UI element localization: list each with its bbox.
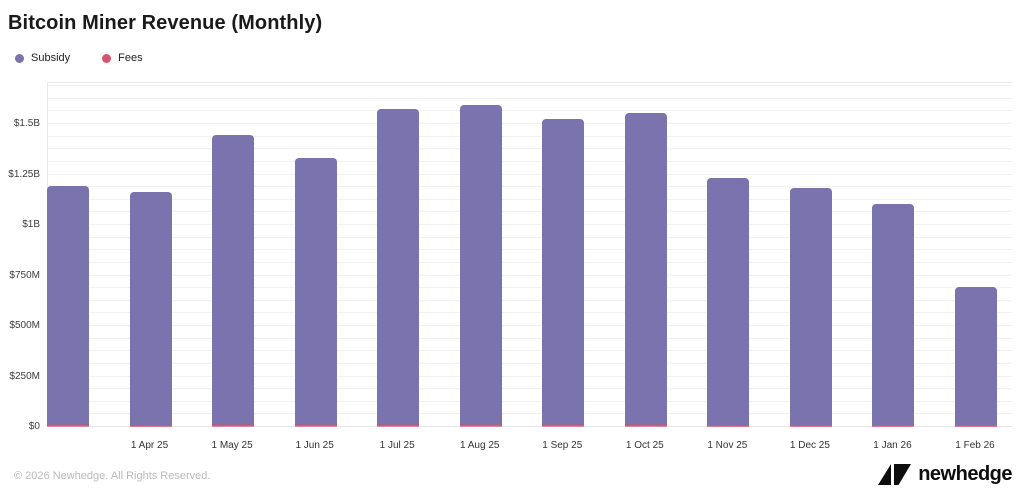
gridline — [48, 312, 1012, 314]
page-title: Bitcoin Miner Revenue (Monthly) — [8, 12, 323, 34]
fees-segment[interactable] — [212, 423, 255, 427]
gridline — [48, 186, 1012, 188]
gridline — [48, 85, 1012, 87]
y-tick-label: $250M — [9, 370, 40, 382]
plot-area — [47, 82, 1012, 427]
gridline — [48, 249, 1012, 251]
legend-label-fees: Fees — [118, 52, 143, 64]
y-tick-label: $750M — [9, 269, 40, 281]
gridline — [48, 350, 1012, 352]
subsidy-segment[interactable] — [872, 204, 915, 425]
x-tick-label: 1 Jun 25 — [295, 440, 334, 451]
legend-item-subsidy[interactable]: Subsidy — [15, 52, 70, 64]
x-tick-label: 1 Dec 25 — [789, 440, 830, 451]
subsidy-segment[interactable] — [624, 112, 667, 424]
subsidy-segment[interactable] — [955, 287, 997, 425]
subsidy-segment[interactable] — [377, 108, 420, 424]
subsidy-segment[interactable] — [129, 192, 172, 425]
baseline — [48, 426, 1012, 427]
fees-segment[interactable] — [707, 424, 750, 427]
bar-1-jan-26[interactable] — [872, 204, 915, 427]
y-tick-label: $500M — [9, 320, 40, 331]
subsidy-segment[interactable] — [294, 157, 337, 425]
gridline — [48, 224, 1012, 225]
gridline — [48, 211, 1012, 213]
gridline — [48, 299, 1012, 301]
fees-segment[interactable] — [955, 424, 997, 427]
gridline — [48, 198, 1012, 200]
x-tick-label: 1 Oct 25 — [625, 440, 664, 451]
fees-segment[interactable] — [872, 424, 915, 427]
gridline — [48, 135, 1012, 137]
x-tick-label: 1 Jan 26 — [873, 440, 912, 451]
fees-segment[interactable] — [377, 423, 420, 427]
bar-1-apr-25[interactable] — [129, 192, 172, 427]
x-tick-label: 1 May 25 — [211, 440, 253, 451]
gridline — [48, 236, 1012, 238]
subsidy-segment[interactable] — [542, 118, 585, 424]
fees-dot-icon — [102, 53, 112, 63]
gridline — [48, 388, 1012, 390]
brand-logo[interactable]: newhedge — [878, 463, 1012, 486]
gridline — [48, 375, 1012, 377]
bar-1-may-25[interactable] — [212, 134, 255, 427]
gridline — [48, 274, 1012, 276]
brand-name: newhedge — [918, 463, 1012, 485]
y-tick-label: $1.5B — [13, 118, 40, 129]
fees-segment[interactable] — [459, 423, 502, 427]
y-tick-label: $0 — [28, 421, 40, 432]
bar-1-feb-26[interactable] — [955, 287, 997, 427]
legend-item-fees[interactable]: Fees — [102, 52, 143, 64]
gridline — [48, 400, 1012, 402]
fees-segment[interactable] — [542, 423, 585, 427]
chart-legend: Subsidy Fees — [15, 52, 143, 64]
subsidy-segment[interactable] — [789, 188, 832, 425]
subsidy-segment[interactable] — [707, 178, 750, 425]
fees-segment[interactable] — [129, 424, 172, 427]
bar-1-dec-25[interactable] — [789, 188, 832, 427]
fees-segment[interactable] — [294, 424, 337, 427]
x-tick-label: 1 Aug 25 — [459, 440, 500, 451]
subsidy-dot-icon — [15, 53, 24, 63]
x-tick-label: 1 Nov 25 — [707, 440, 748, 451]
gridline — [48, 110, 1012, 112]
y-tick-label: $1B — [22, 219, 40, 230]
gridline — [48, 148, 1012, 150]
gridline — [48, 123, 1012, 124]
subsidy-segment[interactable] — [212, 134, 255, 424]
bar-1-nov-25[interactable] — [707, 178, 750, 427]
y-tick-label: $1.25B — [8, 168, 40, 180]
subsidy-segment[interactable] — [459, 104, 502, 424]
gridline — [48, 261, 1012, 263]
x-tick-label: 1 Sep 25 — [542, 440, 583, 451]
subsidy-segment[interactable] — [47, 185, 89, 424]
x-tick-label: 1 Jul 25 — [379, 440, 415, 451]
bar-1-aug-25[interactable] — [459, 104, 502, 427]
copyright-text: © 2026 Newhedge. All Rights Reserved. — [14, 470, 211, 482]
legend-label-subsidy: Subsidy — [31, 52, 71, 64]
x-tick-label: 1 Feb 26 — [955, 440, 995, 451]
bar-1-jun-25[interactable] — [294, 157, 337, 427]
gridline — [48, 287, 1012, 289]
fees-segment[interactable] — [789, 424, 832, 427]
bar-1-jul-25[interactable] — [377, 108, 420, 427]
bar-1-mar-25[interactable] — [47, 185, 89, 427]
gridline — [48, 160, 1012, 162]
gridline — [48, 337, 1012, 339]
gridline — [48, 413, 1012, 415]
gridline — [48, 173, 1012, 175]
fees-segment[interactable] — [47, 423, 89, 427]
bar-1-sep-25[interactable] — [542, 118, 585, 427]
newhedge-logo-icon — [878, 464, 912, 485]
x-tick-label: 1 Apr 25 — [130, 440, 169, 451]
fees-segment[interactable] — [624, 423, 667, 427]
gridline — [48, 97, 1012, 99]
gridline — [48, 325, 1012, 326]
gridline — [48, 362, 1012, 364]
bar-1-oct-25[interactable] — [624, 112, 667, 427]
